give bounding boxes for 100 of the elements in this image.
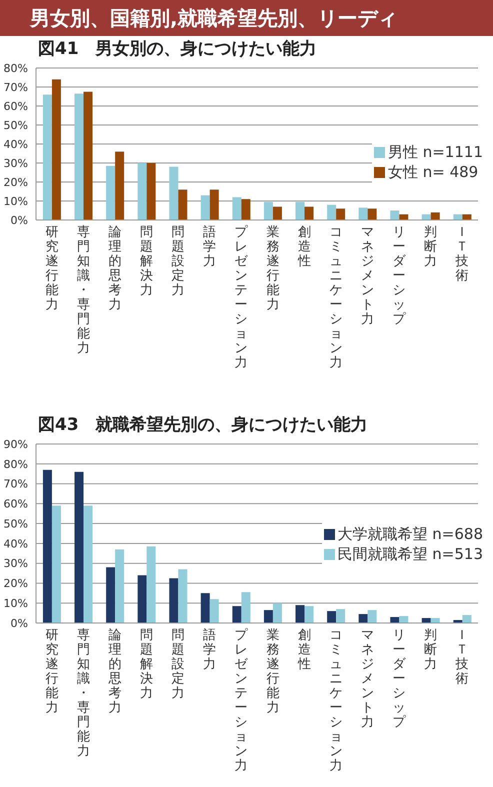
bar: [178, 569, 188, 623]
y-tick-label: 40%: [4, 537, 28, 550]
legend-label: 男性 n=1111: [388, 142, 483, 162]
category-label: コミュニケーション力: [329, 628, 342, 774]
x-tick-label: 創造性: [296, 225, 311, 269]
bar: [272, 206, 282, 220]
legend-label: 大学就職希望 n=688: [338, 524, 483, 544]
bar: [336, 609, 346, 623]
x-tick-label: マネジメント力: [361, 628, 374, 730]
category-label: 専門知識・専門能力: [76, 225, 90, 356]
bar: [241, 199, 250, 220]
x-tick-label: 判断力: [424, 628, 438, 672]
x-tick-label: リーダーシップ: [392, 628, 407, 730]
bar: [146, 546, 156, 623]
x-tick-label: 判断力: [424, 225, 438, 269]
bar: [390, 210, 400, 220]
category-label: プレゼンテーション力: [234, 225, 248, 370]
bar: [138, 163, 147, 220]
bar: [210, 190, 219, 220]
bar: [327, 611, 336, 623]
bar: [74, 94, 84, 220]
bar: [42, 94, 52, 220]
y-tick-label: 50%: [4, 118, 28, 132]
bar: [210, 599, 219, 623]
bar: [336, 208, 346, 220]
x-tick-label: 論理的思考力: [107, 628, 122, 716]
y-tick-label: 50%: [4, 517, 28, 530]
x-tick-label: 創造性: [296, 628, 311, 672]
x-tick-label: 語学力: [203, 628, 216, 672]
bar: [200, 195, 210, 220]
y-tick-label: 80%: [4, 62, 28, 75]
x-tick-label: リーダーシップ: [392, 225, 407, 327]
bar: [115, 549, 124, 623]
bar: [296, 605, 305, 623]
x-tick-label: 業務遂行能力: [266, 628, 280, 716]
bar: [430, 212, 440, 220]
bar: [304, 606, 314, 623]
y-tick-label: 30%: [4, 557, 28, 570]
x-tick-label: 研究遂行能力: [45, 225, 58, 312]
bar: [138, 575, 147, 623]
x-tick-label: マネジメント力: [361, 225, 374, 327]
bar: [115, 152, 124, 220]
x-tick-label: ＩＴ技術: [454, 225, 469, 284]
category-label: プレゼンテーション力: [234, 628, 248, 774]
bar: [169, 166, 178, 220]
bar: [358, 614, 368, 623]
bar: [52, 79, 61, 220]
legend-label: 女性 n= 489: [388, 162, 478, 182]
x-tick-label: ＩＴ技術: [454, 628, 469, 686]
bar: [264, 610, 273, 623]
bar: [52, 506, 61, 623]
category-label: コミュニケーション力: [329, 225, 342, 370]
y-tick-label: 70%: [4, 478, 28, 491]
y-tick-label: 70%: [4, 80, 28, 94]
bar: [390, 617, 400, 623]
y-tick-label: 30%: [4, 156, 28, 170]
bar: [178, 190, 188, 220]
x-tick-label: 問題設定力: [172, 225, 185, 298]
y-tick-label: 60%: [4, 498, 28, 511]
y-tick-label: 60%: [4, 100, 28, 113]
bar: [272, 603, 282, 623]
bar: [462, 615, 472, 623]
bar: [84, 92, 93, 220]
y-tick-label: 40%: [4, 138, 28, 151]
x-tick-label: 語学力: [203, 225, 216, 269]
bar: [42, 470, 52, 623]
bar: [422, 618, 431, 623]
x-tick-label: 問題解決力: [140, 225, 153, 298]
y-tick-label: 90%: [4, 438, 28, 451]
y-tick-label: 0%: [10, 616, 28, 630]
x-tick-label: 業務遂行能力: [266, 225, 280, 312]
y-tick-label: 20%: [4, 176, 28, 189]
bar: [232, 197, 242, 220]
bar: [146, 163, 156, 220]
bar: [106, 166, 116, 220]
x-tick-label: 問題設定力: [172, 628, 185, 701]
bar: [368, 208, 377, 220]
y-tick-label: 10%: [4, 597, 28, 610]
legend-label: 民間就職希望 n=513: [338, 544, 483, 564]
bar: [304, 206, 314, 220]
x-tick-label: 研究遂行能力: [45, 628, 58, 716]
text: 男女別、国籍別,就職希望先別、リーディ: [30, 6, 398, 30]
y-tick-label: 20%: [4, 577, 28, 590]
bar: [264, 202, 273, 220]
bar: [327, 204, 336, 220]
chart-title: 図43 就職希望先別の、身につけたい能力: [37, 414, 369, 437]
bar: [200, 593, 210, 623]
bar: [241, 592, 250, 623]
y-tick-label: 10%: [4, 194, 28, 208]
bar: [430, 618, 440, 623]
bar: [399, 616, 408, 623]
chart-title: 図41 男女別の、身につけたい能力: [37, 38, 318, 61]
bar: [106, 567, 116, 623]
bar: [358, 208, 368, 220]
x-tick-label: 問題解決力: [140, 628, 153, 701]
category-label: 専門知識・専門能力: [76, 628, 90, 759]
bar: [296, 202, 305, 220]
bar: [84, 506, 93, 623]
bar: [232, 606, 242, 623]
bar: [368, 610, 377, 623]
